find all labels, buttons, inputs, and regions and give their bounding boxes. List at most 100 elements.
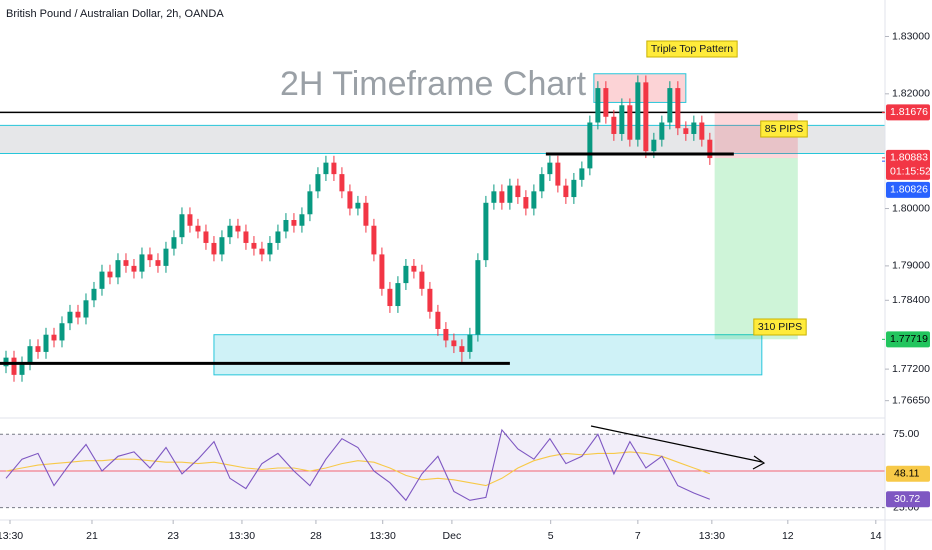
candle-body xyxy=(11,357,17,375)
price-tag-label: 1.81676 xyxy=(890,106,928,118)
candle-body xyxy=(267,242,273,255)
y-tick-label: 1.83000 xyxy=(892,30,930,42)
price-tag xyxy=(886,149,930,180)
candle-body xyxy=(483,202,489,261)
candle-body xyxy=(299,214,305,226)
candle-body xyxy=(635,82,641,140)
price-tag xyxy=(886,331,930,348)
candle-body xyxy=(371,225,377,255)
x-tick-label: 13:30 xyxy=(370,530,396,542)
candle-body xyxy=(539,174,545,192)
candle-body xyxy=(683,128,689,134)
candle-body xyxy=(339,174,345,192)
candle-body xyxy=(283,220,289,232)
candle-body xyxy=(699,122,705,140)
x-tick-label: Dec xyxy=(443,530,462,542)
candle-body xyxy=(251,242,257,249)
candle-body xyxy=(427,288,433,312)
x-tick-label: 13:30 xyxy=(699,530,725,542)
rsi-trend-arrowhead xyxy=(752,455,766,470)
candle-body xyxy=(475,260,481,335)
candle-body xyxy=(235,225,241,232)
candle-body xyxy=(99,271,105,289)
price-tag xyxy=(886,104,930,121)
candle-body xyxy=(667,88,673,123)
rsi-line xyxy=(5,428,711,502)
candle-body xyxy=(147,254,153,261)
candle-body xyxy=(459,346,465,352)
rsi-value-label: 48.11 xyxy=(894,468,920,480)
price-tag-countdown: 01:15:52 xyxy=(890,166,931,178)
candle-body xyxy=(315,174,321,192)
candle-body xyxy=(643,82,649,152)
candle-body xyxy=(291,220,297,226)
candle-body xyxy=(571,179,577,198)
candle-body xyxy=(187,214,193,226)
support-zone xyxy=(213,334,763,376)
candle-body xyxy=(331,162,337,175)
candle-body xyxy=(131,265,137,272)
candle-body xyxy=(651,139,657,152)
candle-body xyxy=(595,88,601,123)
target-zone xyxy=(714,158,798,340)
candle-body xyxy=(387,288,393,307)
candle-body xyxy=(275,231,281,243)
x-tick-label: 13:30 xyxy=(229,530,255,542)
candle-body xyxy=(411,265,417,272)
candle-body xyxy=(83,300,89,318)
symbol-header: British Pound / Australian Dollar, 2h, O… xyxy=(6,8,224,20)
candle-body xyxy=(555,162,561,186)
candle-body xyxy=(499,191,505,203)
candle-body xyxy=(243,231,249,243)
candle-body xyxy=(363,202,369,226)
y-tick-label: 1.79000 xyxy=(892,260,930,272)
candle-body xyxy=(603,88,609,117)
triple-top-label: Triple Top Pattern xyxy=(651,43,733,55)
candle-body xyxy=(139,254,145,272)
under-layer xyxy=(0,73,885,509)
candle-body xyxy=(531,191,537,209)
candle-body xyxy=(403,265,409,284)
candle-body xyxy=(627,105,633,140)
candle-body xyxy=(163,248,169,266)
rsi-tick-label: 75.00 xyxy=(893,428,919,440)
x-tick-label: 23 xyxy=(167,530,179,542)
candle-body xyxy=(379,254,385,289)
candle-body xyxy=(35,346,41,352)
triple-top-label-box xyxy=(646,40,738,58)
candle-body xyxy=(563,185,569,198)
candle-body xyxy=(259,248,265,255)
x-tick-label: 13:30 xyxy=(0,530,23,542)
candle-body xyxy=(395,283,401,307)
price-tag-label: 1.80883 xyxy=(890,152,928,164)
candle-body xyxy=(419,271,425,289)
candle-body xyxy=(51,334,57,341)
y-tick-label: 1.76650 xyxy=(892,394,930,406)
chart-title: 2H Timeframe Chart xyxy=(280,65,587,103)
y-tick-label: 1.82000 xyxy=(892,88,930,100)
candle-body xyxy=(691,122,697,134)
target-pips-label: 310 PIPS xyxy=(758,321,802,333)
candle-body xyxy=(75,311,81,318)
candle-body xyxy=(515,185,521,198)
candle-body xyxy=(323,162,329,175)
price-tag xyxy=(886,181,930,198)
candle-body xyxy=(659,122,665,140)
x-tick-label: 7 xyxy=(635,530,641,542)
candle-body xyxy=(115,260,121,278)
x-tick-label: 21 xyxy=(86,530,98,542)
candle-body xyxy=(211,242,217,255)
x-tick-label: 12 xyxy=(782,530,794,542)
candle-body xyxy=(171,237,177,249)
candle-body xyxy=(443,328,449,341)
candle-body xyxy=(91,288,97,301)
rsi-value-tag xyxy=(886,465,930,482)
candle-body xyxy=(123,260,129,266)
candle-body xyxy=(155,260,161,266)
candle-body xyxy=(611,116,617,134)
candle-body xyxy=(179,214,185,238)
candle-body xyxy=(491,191,497,203)
